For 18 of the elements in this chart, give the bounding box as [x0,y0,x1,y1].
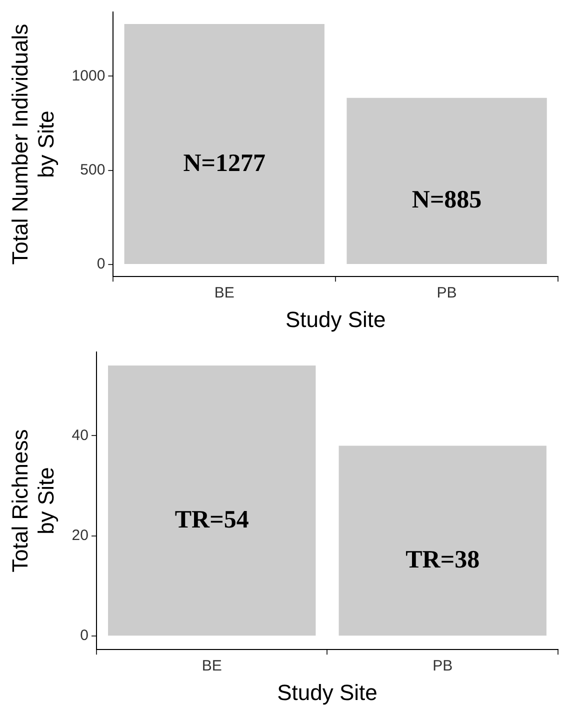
x-tick-label: PB [432,658,453,675]
y-tick-label: 20 [72,527,88,544]
y-tick-label: 0 [96,256,106,273]
x-axis-title: Study Site [285,306,386,332]
y-tick-label: 40 [72,426,88,444]
y-axis-title: Total Number Individuals by Site [7,24,59,265]
data-label: N=885 [412,186,482,214]
y-tick-label: 0 [80,627,88,644]
y-tick-label: 1000 [72,67,106,84]
data-label: N=1277 [183,150,266,177]
x-tick-label: BE [214,284,234,302]
data-label: TR=38 [406,546,480,574]
x-tick-label: BE [202,658,222,675]
data-label: TR=54 [174,506,250,534]
x-tick-label: PB [436,284,457,302]
y-tick-label: 500 [80,162,106,179]
x-axis-title: Study Site [277,680,378,705]
y-axis-title: Total Richness by Site [7,429,59,572]
